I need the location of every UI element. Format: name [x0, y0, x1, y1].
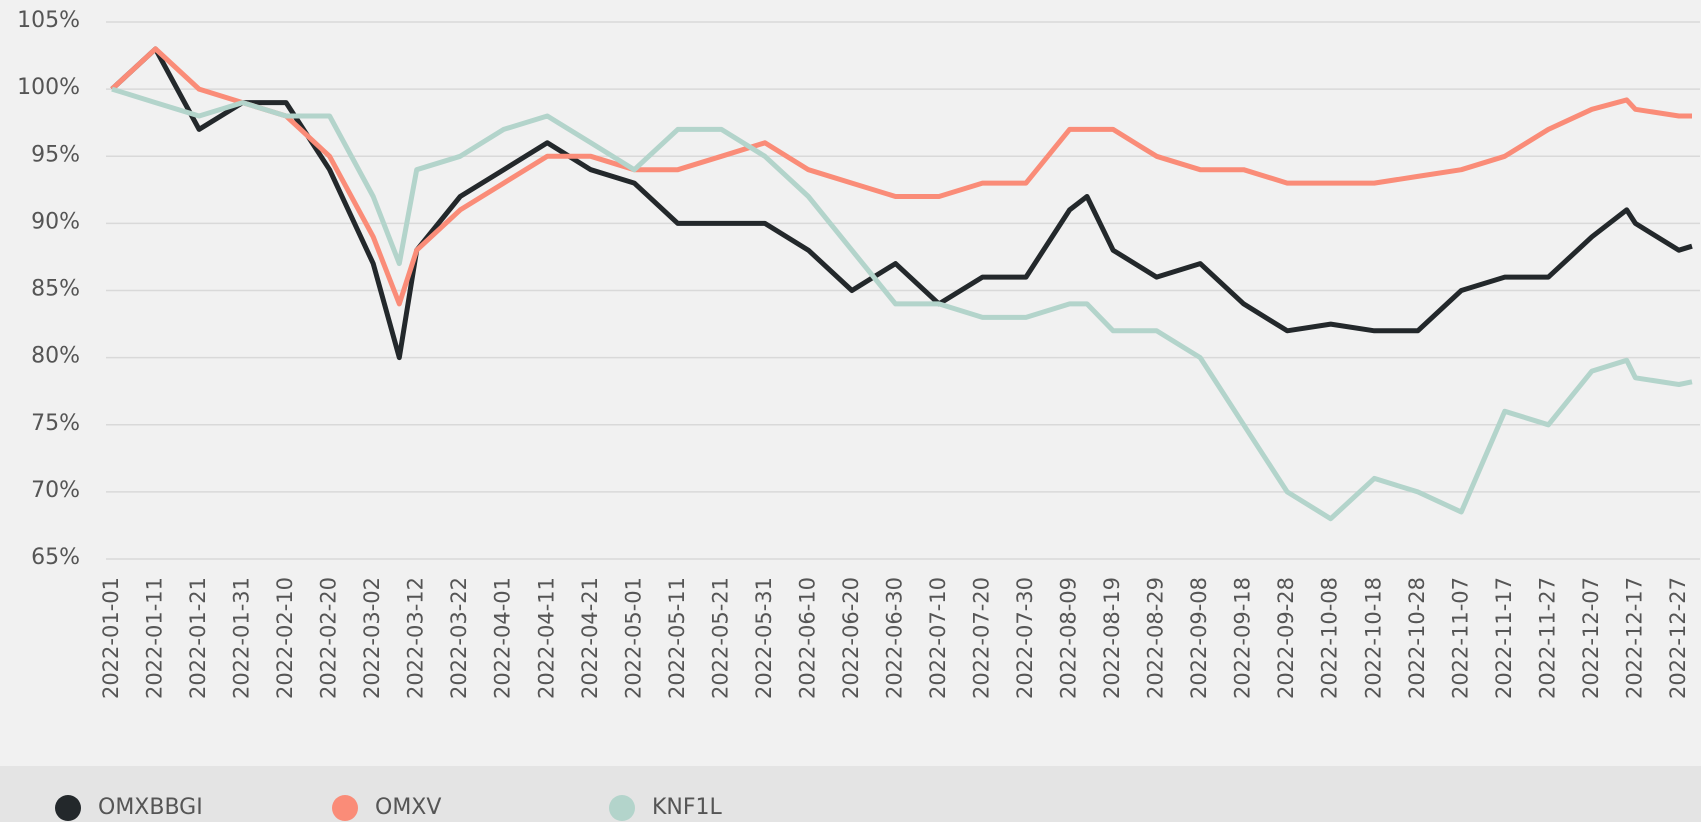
x-tick-label: 2022-04-01	[491, 577, 515, 699]
y-tick-label: 85%	[31, 277, 80, 302]
x-tick-label: 2022-12-27	[1666, 577, 1690, 699]
x-tick-label: 2022-01-31	[230, 577, 254, 699]
x-tick-label: 2022-02-10	[273, 577, 297, 699]
x-tick-label: 2022-02-20	[317, 577, 341, 699]
x-tick-label: 2022-05-21	[708, 577, 732, 699]
legend-label: OMXV	[375, 795, 441, 820]
x-tick-label: 2022-03-12	[404, 577, 428, 699]
y-tick-label: 65%	[31, 545, 80, 570]
legend-label: KNF1L	[652, 795, 723, 820]
y-tick-label: 105%	[17, 8, 80, 33]
x-tick-label: 2022-11-17	[1492, 577, 1516, 699]
x-tick-label: 2022-09-08	[1187, 577, 1211, 699]
x-tick-label: 2022-04-11	[534, 577, 558, 699]
y-tick-label: 100%	[17, 75, 80, 100]
x-tick-label: 2022-08-09	[1057, 577, 1081, 699]
x-tick-label: 2022-12-17	[1622, 577, 1646, 699]
x-tick-label: 2022-08-29	[1144, 577, 1168, 699]
x-tick-label: 2022-07-30	[1013, 577, 1037, 699]
x-tick-label: 2022-07-10	[926, 577, 950, 699]
x-tick-label: 2022-05-01	[621, 577, 645, 699]
x-tick-label: 2022-12-07	[1579, 577, 1603, 699]
x-tick-label: 2022-03-02	[360, 577, 384, 699]
x-tick-label: 2022-06-20	[839, 577, 863, 699]
x-tick-label: 2022-10-08	[1318, 577, 1342, 699]
x-tick-label: 2022-05-31	[752, 577, 776, 699]
series-line	[110, 46, 1692, 307]
legend-marker	[609, 795, 635, 821]
y-tick-label: 80%	[31, 344, 80, 369]
y-tick-label: 75%	[31, 411, 80, 436]
x-tick-label: 2022-01-01	[99, 577, 123, 699]
x-tick-label: 2022-04-21	[578, 577, 602, 699]
x-tick-label: 2022-08-19	[1100, 577, 1124, 699]
x-tick-label: 2022-01-21	[186, 577, 210, 699]
x-tick-label: 2022-06-10	[795, 577, 819, 699]
legend-marker	[332, 795, 358, 821]
x-tick-label: 2022-10-18	[1361, 577, 1385, 699]
legend-marker	[55, 795, 81, 821]
x-tick-label: 2022-07-20	[970, 577, 994, 699]
x-tick-label: 2022-05-11	[665, 577, 689, 699]
legend-label: OMXBBGI	[98, 795, 203, 820]
x-tick-label: 2022-11-07	[1448, 577, 1472, 699]
y-tick-label: 70%	[31, 478, 80, 503]
y-tick-label: 90%	[31, 209, 80, 234]
legend-band	[0, 766, 1701, 822]
y-tick-label: 95%	[31, 142, 80, 167]
x-tick-label: 2022-09-28	[1274, 577, 1298, 699]
x-tick-label: 2022-01-11	[143, 577, 167, 699]
series-line	[111, 86, 1693, 522]
x-tick-label: 2022-09-18	[1231, 577, 1255, 699]
x-tick-label: 2022-10-28	[1405, 577, 1429, 699]
x-tick-label: 2022-11-27	[1535, 577, 1559, 699]
x-tick-label: 2022-06-30	[882, 577, 906, 699]
x-tick-label: 2022-03-22	[447, 577, 471, 699]
